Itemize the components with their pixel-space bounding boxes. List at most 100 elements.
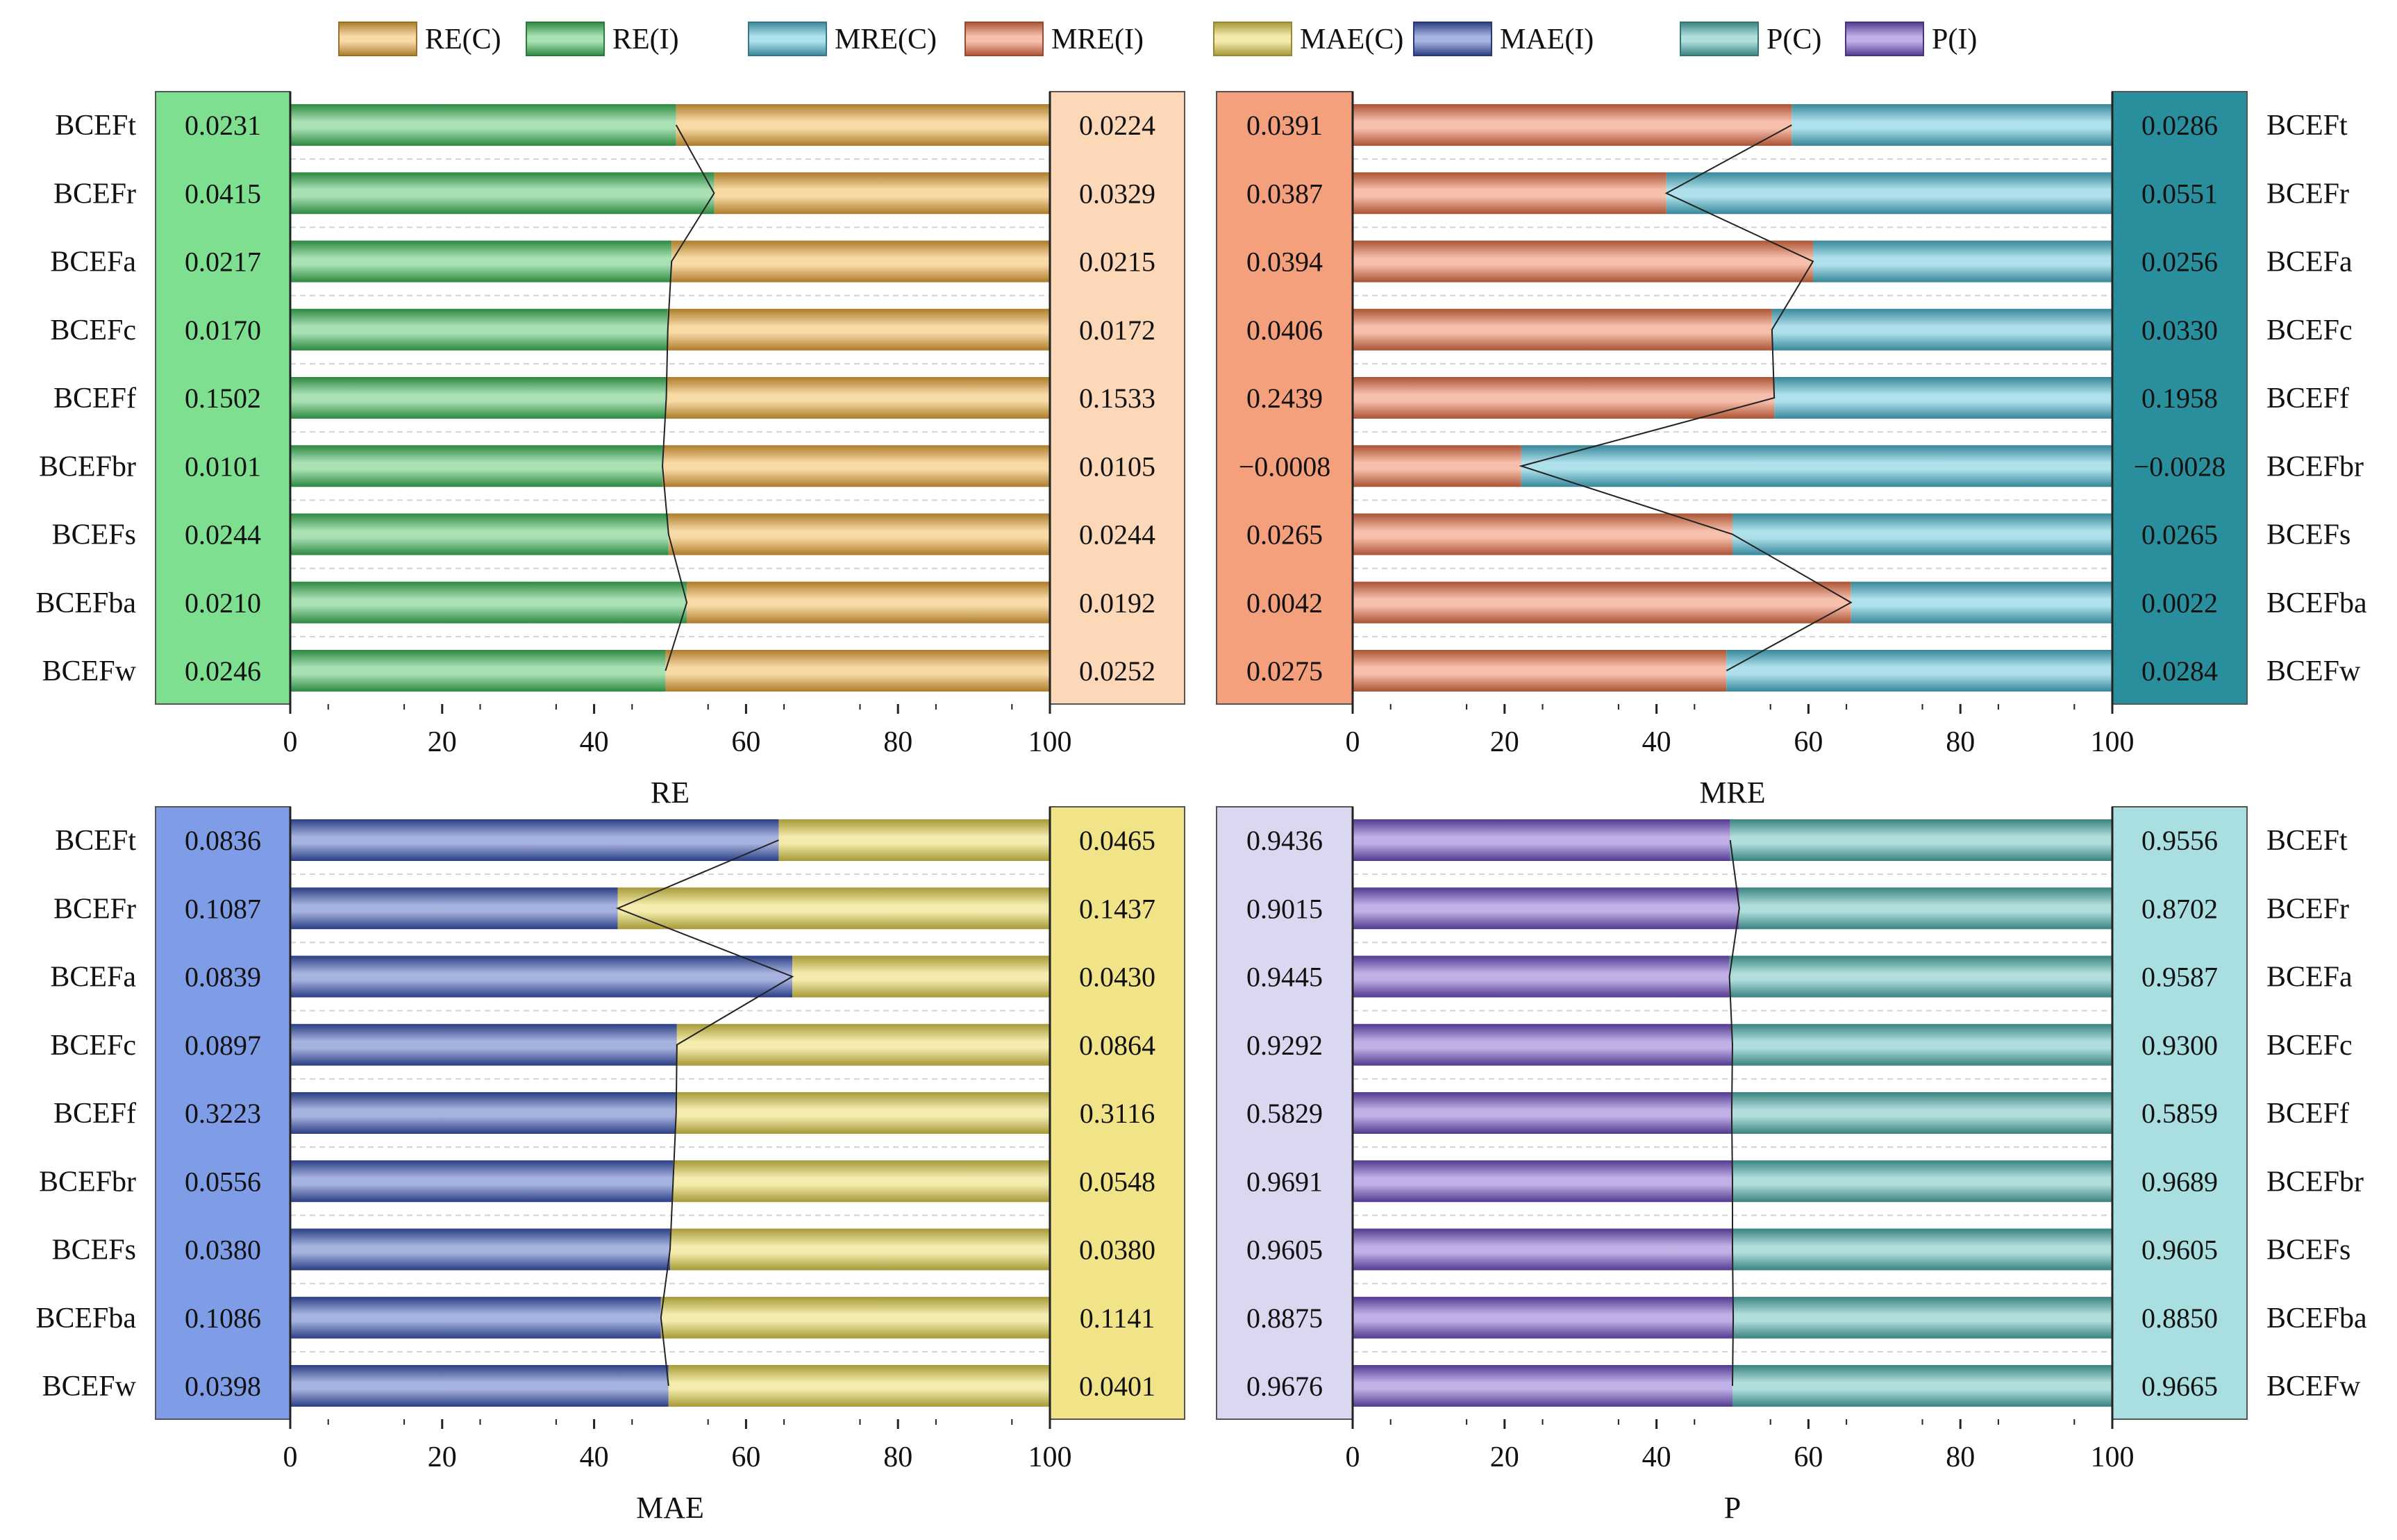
- category-label: BCEFr: [2266, 893, 2349, 925]
- legend-item-re-i: RE(I): [526, 22, 679, 56]
- bar-mre-i-bcefa: [1353, 240, 1813, 283]
- value-label-mre-c: 0.0022: [2141, 587, 2218, 619]
- bar-re-i-bcefw: [290, 650, 666, 692]
- value-label-mae-c: 0.0430: [1079, 962, 1155, 993]
- bar-re-c-bcefbr: [662, 445, 1050, 487]
- value-label-mre-c: 0.0256: [2141, 246, 2218, 278]
- bar-re-c-bcefw: [665, 650, 1050, 692]
- value-label-re-c: 0.0192: [1079, 587, 1155, 619]
- bar-re-i-bcefba: [290, 581, 687, 623]
- x-tick-label: 80: [883, 726, 912, 758]
- bar-mae-i-bceff: [290, 1092, 676, 1134]
- category-label: BCEFr: [53, 178, 136, 210]
- panel-mae: 0.0836 0.0465 BCEFt 0.1087 0.1437 BCEFr 0.0839…: [35, 806, 1185, 1525]
- category-label: BCEFw: [42, 1371, 137, 1403]
- bar-mre-i-bcefba: [1353, 581, 1851, 623]
- value-label-mae-i: 0.1087: [185, 893, 261, 924]
- category-label: BCEFa: [50, 246, 136, 278]
- value-label-mre-i: 0.0265: [1246, 519, 1323, 551]
- bar-mre-i-bcefw: [1353, 650, 1727, 692]
- legend-item-p-c: P(C): [1680, 22, 1821, 56]
- bar-mae-i-bcefs: [290, 1228, 670, 1271]
- bar-re-i-bcefc: [290, 308, 668, 351]
- value-label-re-c: 0.0105: [1079, 451, 1155, 482]
- value-label-mre-c: −0.0028: [2134, 451, 2226, 482]
- value-label-re-i: 0.0244: [185, 519, 261, 551]
- panel-re: 0.0231 0.0224 BCEFt 0.0415 0.0329 BCEFr 0.0217…: [35, 91, 1185, 810]
- category-label: BCEFw: [2266, 1371, 2361, 1403]
- category-label: BCEFr: [53, 893, 136, 925]
- category-label: BCEFs: [52, 519, 136, 551]
- bar-mre-c-bcefc: [1771, 308, 2112, 351]
- value-label-p-i: 0.9292: [1246, 1030, 1323, 1061]
- bar-mre-i-bceff: [1353, 377, 1775, 419]
- bar-mae-c-bcefs: [670, 1228, 1050, 1271]
- value-label-p-c: 0.9689: [2141, 1166, 2218, 1197]
- bar-p-c-bcefw: [1732, 1365, 2112, 1407]
- legend-item-mae-i: MAE(I): [1413, 22, 1594, 56]
- bar-mre-c-bcefw: [1726, 650, 2112, 692]
- value-label-re-i: 0.0231: [185, 110, 261, 141]
- bar-p-c-bceft: [1730, 819, 2112, 861]
- bar-p-i-bcefr: [1353, 887, 1739, 930]
- x-tick-label: 80: [1946, 726, 1975, 758]
- legend-label: P(I): [1932, 24, 1977, 56]
- legend-item-mae-c: MAE(C): [1213, 22, 1403, 56]
- value-label-mre-i: 0.0394: [1246, 246, 1323, 278]
- bar-mae-i-bcefr: [290, 887, 618, 930]
- category-label: BCEFc: [50, 1030, 136, 1062]
- bar-p-i-bcefc: [1353, 1023, 1732, 1066]
- bar-mre-c-bcefr: [1666, 172, 2112, 215]
- bar-p-c-bceff: [1731, 1092, 2112, 1134]
- value-label-p-c: 0.9556: [2141, 825, 2218, 856]
- bar-mae-i-bcefbr: [290, 1160, 674, 1203]
- x-tick-label: 100: [1028, 726, 1072, 758]
- legend-label: MAE(I): [1500, 24, 1594, 56]
- legend-swatch: [964, 22, 1044, 56]
- category-label: BCEFf: [2266, 383, 2349, 415]
- bar-re-i-bcefr: [290, 172, 715, 215]
- value-label-re-i: 0.1502: [185, 383, 261, 414]
- category-label: BCEFbr: [39, 451, 136, 483]
- bar-re-i-bcefs: [290, 513, 669, 555]
- category-label: BCEFa: [2266, 246, 2353, 278]
- legend-swatch: [1413, 22, 1492, 56]
- category-label: BCEFa: [50, 962, 136, 994]
- value-label-p-c: 0.5859: [2141, 1098, 2218, 1129]
- legend-swatch: [1213, 22, 1292, 56]
- category-label: BCEFw: [42, 655, 137, 687]
- category-label: BCEFa: [2266, 962, 2353, 994]
- x-tick-label: 40: [1642, 1441, 1671, 1473]
- bar-p-c-bcefs: [1732, 1228, 2112, 1271]
- legend-label: RE(C): [425, 24, 501, 56]
- value-label-re-c: 0.1533: [1079, 383, 1155, 414]
- x-tick-label: 60: [731, 1441, 760, 1473]
- bar-p-c-bcefbr: [1732, 1160, 2112, 1203]
- value-label-mae-i: 0.0398: [185, 1371, 261, 1402]
- value-label-re-i: 0.0210: [185, 587, 261, 619]
- category-label: BCEFc: [2266, 1030, 2353, 1062]
- value-label-p-c: 0.9665: [2141, 1371, 2218, 1402]
- category-label: BCEFs: [2266, 1234, 2350, 1266]
- value-label-p-i: 0.9691: [1246, 1166, 1323, 1197]
- value-panel-p-c: [2112, 806, 2248, 1420]
- value-label-p-c: 0.9605: [2141, 1234, 2218, 1266]
- category-label: BCEFt: [55, 825, 136, 857]
- category-label: BCEFf: [53, 1098, 136, 1130]
- bar-p-c-bcefr: [1739, 887, 2112, 930]
- legend-swatch: [526, 22, 605, 56]
- category-label: BCEFt: [2266, 110, 2348, 142]
- category-label: BCEFf: [2266, 1098, 2349, 1130]
- value-label-re-i: 0.0246: [185, 655, 261, 687]
- category-label: BCEFw: [2266, 655, 2361, 687]
- x-tick-label: 20: [1490, 1441, 1519, 1473]
- value-label-mae-i: 0.0839: [185, 962, 261, 993]
- value-label-mae-c: 0.1141: [1080, 1303, 1155, 1334]
- value-label-re-c: 0.0172: [1079, 315, 1155, 346]
- legend-swatch: [1845, 22, 1924, 56]
- panel-p: 0.9436 0.9556 BCEFt 0.9015 0.8702 BCEFr 0.9445…: [1216, 806, 2367, 1525]
- value-label-p-i: 0.5829: [1246, 1098, 1323, 1129]
- legend-item-mre-c: MRE(C): [748, 22, 937, 56]
- bar-p-i-bcefbr: [1353, 1160, 1732, 1203]
- bar-p-c-bcefc: [1732, 1023, 2112, 1066]
